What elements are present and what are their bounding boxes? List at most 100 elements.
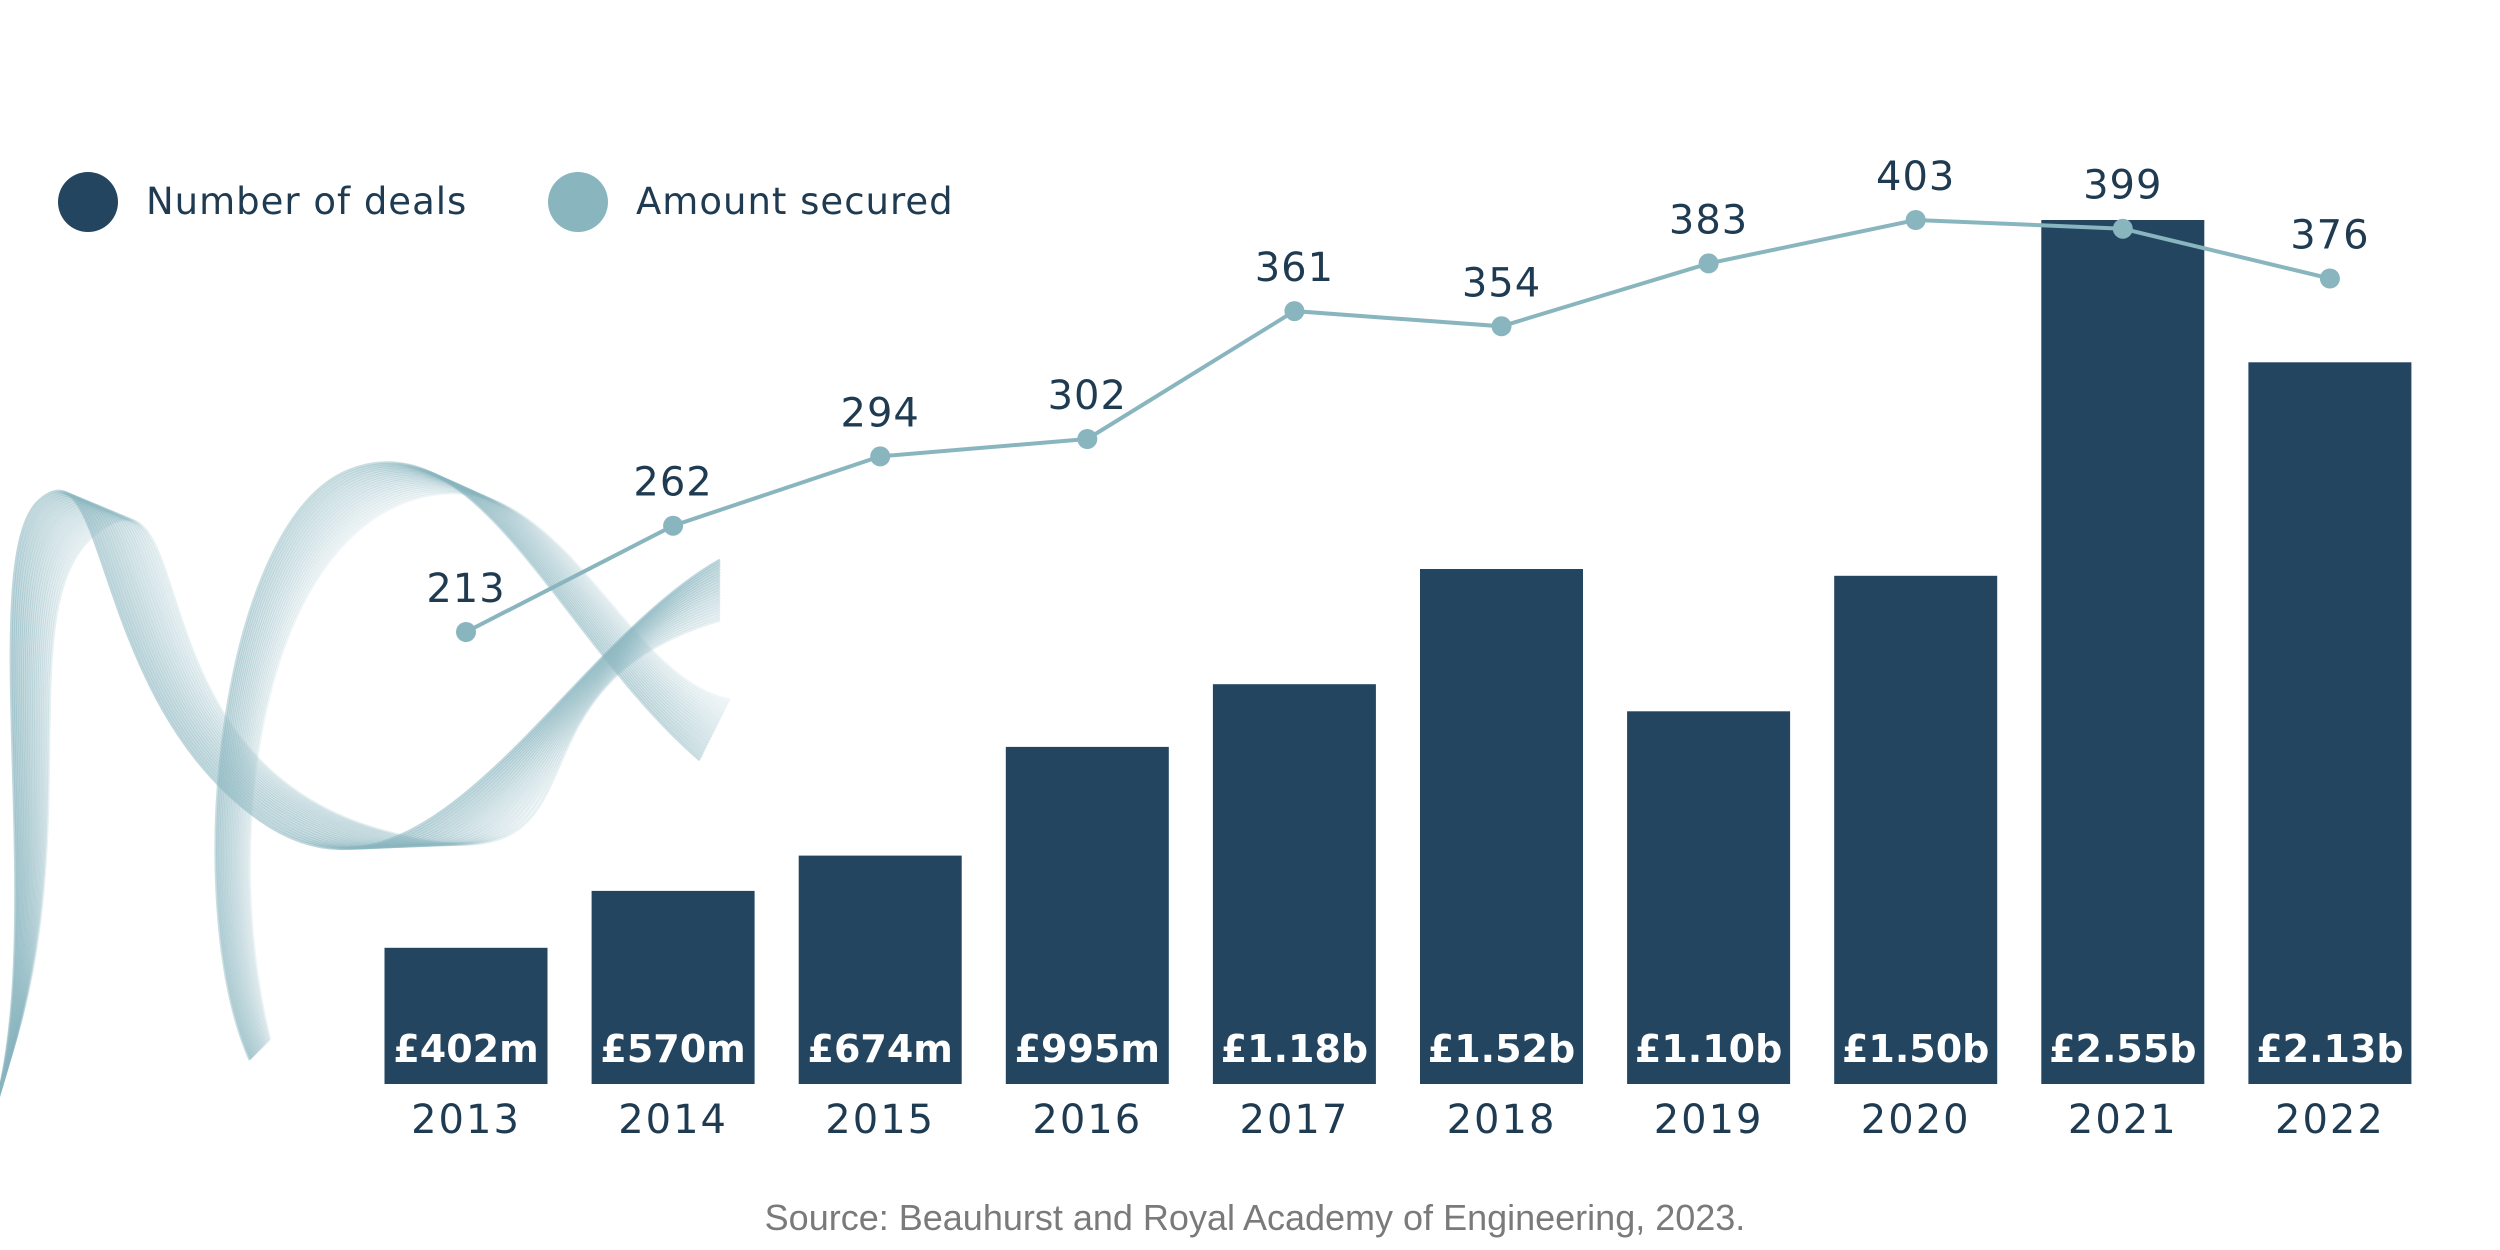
bar-2018 — [1420, 569, 1583, 1084]
deals-point-label-2014: 262 — [633, 460, 712, 506]
wave-line — [0, 512, 721, 1093]
wave-line — [248, 491, 731, 1041]
bar-series — [384, 220, 2412, 1084]
wave-line — [0, 511, 721, 1094]
wave-line — [230, 475, 716, 1051]
wave-line — [243, 487, 727, 1044]
deals-point-label-2018: 354 — [1462, 260, 1541, 306]
bar-value-label-2017: £1.18b — [1221, 1027, 1368, 1071]
wave-line — [225, 471, 711, 1054]
wave-line — [219, 465, 706, 1058]
legend-swatch-number-of-deals — [58, 172, 118, 232]
legend-label-amount-secured: Amount secured — [636, 180, 954, 223]
deals-point-2020 — [1905, 210, 1926, 230]
wave-line — [222, 468, 709, 1056]
x-tick-label-2013: 2013 — [411, 1097, 521, 1143]
x-tick-label-2022: 2022 — [2275, 1097, 2385, 1143]
x-tick-label-2015: 2015 — [825, 1097, 935, 1143]
wave-line — [0, 500, 721, 1097]
wave-line — [0, 491, 721, 1096]
line-point-labels: 213 262 294 302 361 354 383 403 399 376 — [426, 154, 2369, 612]
wave-line — [224, 470, 710, 1055]
deals-point-label-2016: 302 — [1048, 373, 1127, 419]
deals-line — [465, 217, 2331, 634]
legend-label-number-of-deals: Number of deals — [146, 180, 467, 223]
wave-line — [229, 474, 714, 1052]
wave-line — [0, 507, 721, 1095]
wave-line — [0, 502, 721, 1096]
wave-line — [0, 510, 721, 1094]
bar-value-label-2019: £1.10b — [1635, 1027, 1782, 1071]
wave-line — [0, 504, 721, 1096]
x-tick-label-2016: 2016 — [1032, 1097, 1142, 1143]
source-note: Source: Beauhurst and Royal Academy of E… — [765, 1197, 1746, 1238]
wave-line — [244, 488, 728, 1043]
wave-line — [246, 490, 729, 1042]
wave-line — [238, 482, 722, 1047]
bar-2022 — [2248, 362, 2412, 1084]
deals-point-2015 — [870, 446, 891, 467]
legend: Number of deals Amount secured — [58, 172, 954, 232]
line-series — [456, 210, 2340, 642]
wave-line — [0, 503, 721, 1096]
bar-value-label-2014: £570m — [600, 1027, 745, 1071]
deals-point-label-2021: 399 — [2083, 163, 2162, 209]
bar-value-label-2020: £1.50b — [1842, 1027, 1989, 1071]
bar-2013 — [384, 947, 548, 1084]
x-tick-label-2017: 2017 — [1240, 1097, 1350, 1143]
bar-value-label-2021: £2.55b — [2049, 1027, 2196, 1071]
deals-point-label-2019: 383 — [1669, 197, 1748, 243]
wave-line — [221, 467, 707, 1057]
wave-line — [216, 462, 703, 1060]
x-tick-label-2018: 2018 — [1447, 1097, 1557, 1143]
wave-line — [0, 505, 721, 1095]
x-tick-label-2021: 2021 — [2068, 1097, 2178, 1143]
decorative-wave-lines — [0, 461, 731, 1098]
x-tick-label-2020: 2020 — [1861, 1097, 1971, 1143]
x-tick-label-2014: 2014 — [618, 1097, 728, 1143]
deals-point-2016 — [1077, 429, 1098, 449]
wave-line — [0, 516, 721, 1091]
deals-point-label-2015: 294 — [841, 390, 920, 436]
wave-line — [0, 508, 721, 1094]
wave-line — [0, 493, 721, 1097]
wave-line — [214, 461, 701, 1061]
deals-point-label-2013: 213 — [426, 566, 505, 612]
wave-line — [0, 515, 721, 1092]
x-axis-labels: 2013 2014 2015 2016 2017 2018 2019 2020 2021 2022 — [411, 1097, 2385, 1143]
legend-swatch-amount-secured — [548, 172, 608, 232]
wave-line — [0, 495, 721, 1097]
deals-point-label-2020: 403 — [1876, 154, 1955, 200]
wave-line — [0, 496, 721, 1098]
bar-value-label-2022: £2.13b — [2256, 1027, 2403, 1071]
x-tick-label-2019: 2019 — [1654, 1097, 1764, 1143]
deals-point-2017 — [1284, 301, 1305, 322]
wave-line — [0, 492, 721, 1096]
wave-line — [0, 518, 721, 1090]
wave-line — [217, 464, 704, 1059]
bar-2017 — [1212, 684, 1376, 1084]
wave-line — [235, 480, 720, 1049]
deals-point-2022 — [2319, 268, 2340, 289]
deals-point-2021 — [2112, 218, 2133, 239]
bar-2021 — [2041, 220, 2205, 1084]
deals-point-label-2022: 376 — [2290, 213, 2369, 259]
bar-value-label-2013: £402m — [393, 1027, 538, 1071]
wave-line — [0, 498, 721, 1097]
wave-line — [232, 477, 717, 1050]
deals-point-2019 — [1698, 253, 1719, 274]
bar-value-labels: £402m £570m £674m £995m £1.18b £1.52b £1.10b £1… — [393, 1027, 2403, 1071]
bar-2015 — [798, 855, 962, 1084]
deals-point-2014 — [663, 515, 684, 536]
wave-line — [227, 472, 713, 1053]
bar-2016 — [1005, 746, 1169, 1084]
deals-point-2018 — [1491, 316, 1512, 337]
deals-point-2013 — [456, 622, 476, 642]
deals-point-label-2017: 361 — [1255, 245, 1334, 291]
wave-line — [0, 514, 721, 1092]
wave-line — [0, 499, 721, 1097]
wave-line — [233, 478, 718, 1050]
wave-line — [241, 485, 725, 1045]
wave-line — [240, 484, 724, 1046]
